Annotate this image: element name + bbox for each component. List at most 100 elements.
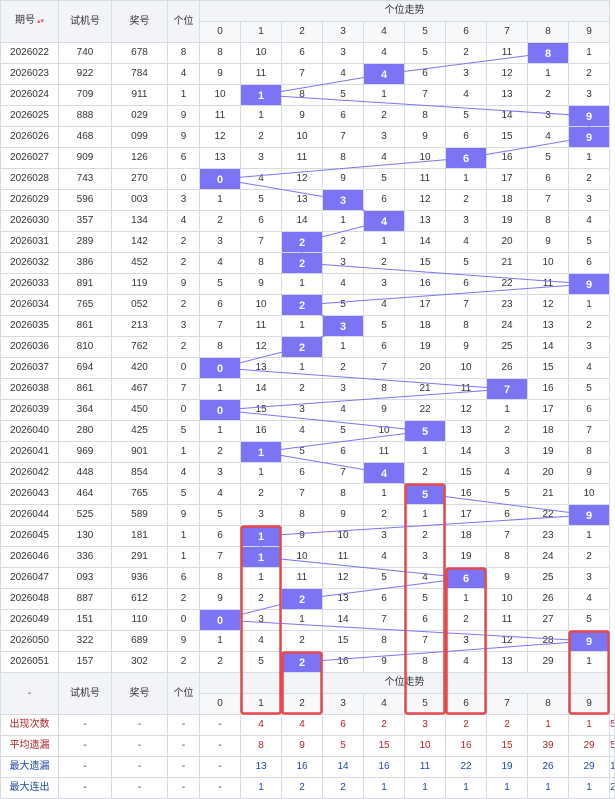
prize-number-cell: 142	[111, 231, 168, 253]
digit-header-8: 8	[527, 21, 569, 43]
stat-label: 平均遗漏	[0, 735, 59, 757]
miss-cell-digit-0: 5	[199, 273, 241, 295]
miss-cell-digit-7: 14	[486, 105, 528, 127]
stat-value-digit-9: 5	[609, 714, 615, 736]
hit-cell-digit-9: 9	[567, 105, 611, 127]
miss-cell-digit-1: 12	[240, 336, 282, 358]
stat-value-digit-0: 1	[240, 777, 282, 799]
period-cell: 2026027	[0, 147, 59, 169]
miss-cell-digit-7: 24	[486, 315, 528, 337]
miss-cell-digit-5: 8	[404, 651, 446, 673]
miss-cell-digit-1: 2	[240, 483, 282, 505]
miss-cell-digit-1: 5	[240, 189, 282, 211]
miss-cell-digit-2: 3	[281, 399, 323, 421]
miss-cell-digit-1: 11	[240, 315, 282, 337]
table-row: 2026040 280 425 5 1 16 4 5 10 5 13 2 18 7	[0, 420, 615, 442]
miss-cell-digit-3: 16	[322, 651, 364, 673]
miss-cell-digit-3: 4	[322, 399, 364, 421]
footer-digit-8: 8	[527, 693, 569, 715]
units-digit-cell: 4	[167, 210, 200, 232]
miss-cell-digit-2: 2	[281, 630, 323, 652]
stat-dash: -	[111, 777, 168, 799]
units-trend-header: 个位走势	[198, 0, 611, 22]
stat-value-digit-4: 1	[404, 777, 446, 799]
miss-cell-digit-2: 4	[281, 420, 323, 442]
units-digit-cell: 1	[167, 546, 200, 568]
digit-header-6: 6	[445, 21, 487, 43]
stat-dash: -	[58, 714, 112, 736]
table-row: 2026034 765 052 2 6 10 2 5 4 17 7 23 12 1	[0, 294, 615, 316]
prize-number-cell: 134	[111, 210, 168, 232]
units-digit-cell: 9	[167, 630, 200, 652]
prize-number-cell: 099	[111, 126, 168, 148]
stat-value-digit-9: 2	[609, 777, 615, 799]
miss-cell-digit-6: 4	[445, 651, 487, 673]
footer-digit-5: 5	[404, 693, 446, 715]
miss-cell-digit-5: 6	[404, 63, 446, 85]
prize-number-cell: 936	[111, 567, 168, 589]
miss-cell-digit-3: 8	[322, 483, 364, 505]
table-row: 2026032 386 452 2 4 8 2 3 2 15 5 21 10 6	[0, 252, 615, 274]
miss-cell-digit-8: 19	[527, 441, 569, 463]
table-row: 2026042 448 854 4 3 1 6 7 4 2 15 4 20 9	[0, 462, 615, 484]
units-digit-cell: 2	[167, 651, 200, 673]
miss-cell-digit-6: 16	[445, 483, 487, 505]
stat-value-digit-0: 8	[240, 735, 282, 757]
units-digit-cell: 6	[167, 147, 200, 169]
miss-cell-digit-6: 12	[445, 399, 487, 421]
miss-cell-digit-9: 5	[567, 378, 611, 400]
miss-cell-digit-2: 6	[281, 42, 323, 64]
footer-digit-7: 7	[486, 693, 528, 715]
prize-number-cell: 425	[111, 420, 168, 442]
table-row: 2026026 468 099 9 12 2 10 7 3 9 6 15 4 9	[0, 126, 615, 148]
footer-header-top: - 试机号 奖号 个位 个位走势	[0, 672, 615, 715]
digit-header-9: 9	[567, 21, 611, 43]
test-number-cell: 709	[58, 84, 112, 106]
miss-cell-digit-6: 3	[445, 210, 487, 232]
hit-cell-digit-3: 3	[322, 189, 364, 211]
stat-value-digit-8: 29	[567, 756, 611, 778]
miss-cell-digit-2: 2	[281, 378, 323, 400]
hit-cell-digit-4: 4	[363, 63, 405, 85]
miss-cell-digit-5: 11	[404, 168, 446, 190]
miss-cell-digit-3: 4	[322, 273, 364, 295]
miss-cell-digit-3: 6	[322, 441, 364, 463]
sort-arrows-icon[interactable]: ▴▾	[36, 18, 45, 25]
miss-cell-digit-6: 2	[445, 189, 487, 211]
miss-cell-digit-0: 2	[199, 441, 241, 463]
prize-number-cell: 589	[111, 504, 168, 526]
period-cell: 2026051	[0, 651, 59, 673]
footer-dash: -	[0, 672, 59, 715]
miss-cell-digit-7: 18	[486, 189, 528, 211]
hit-cell-digit-5: 5	[404, 420, 446, 442]
hit-cell-digit-1: 1	[240, 84, 282, 106]
miss-cell-digit-0: 12	[199, 126, 241, 148]
trend-footer: -试机号奖号个位个位走势0123456789出现次数----4462322115…	[0, 672, 615, 799]
period-header[interactable]: 期号 ▴▾	[0, 0, 59, 43]
miss-cell-digit-8: 3	[527, 105, 569, 127]
prize-number-cell: 452	[111, 252, 168, 274]
miss-cell-digit-7: 2	[486, 420, 528, 442]
miss-cell-digit-4: 4	[363, 42, 405, 64]
miss-cell-digit-0: 2	[199, 651, 241, 673]
hit-cell-digit-2: 2	[281, 651, 323, 673]
stat-value-digit-2: 14	[322, 756, 364, 778]
miss-cell-digit-4: 2	[363, 105, 405, 127]
table-row: 2026038 861 467 7 1 14 2 3 8 21 11 7 16 5	[0, 378, 615, 400]
miss-cell-digit-0: 6	[199, 525, 241, 547]
stat-value-digit-3: 1	[363, 777, 405, 799]
footer-digit-0: 0	[199, 693, 241, 715]
stat-value-digit-6: 1	[486, 777, 528, 799]
miss-cell-digit-5: 1	[404, 441, 446, 463]
stat-dash: -	[199, 735, 241, 757]
miss-cell-digit-1: 3	[240, 504, 282, 526]
miss-cell-digit-5: 10	[404, 147, 446, 169]
stat-value-digit-9: 5	[609, 735, 615, 757]
miss-cell-digit-9: 2	[567, 315, 611, 337]
miss-cell-digit-4: 2	[363, 504, 405, 526]
miss-cell-digit-6: 5	[445, 105, 487, 127]
miss-cell-digit-8: 27	[527, 609, 569, 631]
miss-cell-digit-9: 3	[567, 189, 611, 211]
prize-number-cell: 302	[111, 651, 168, 673]
